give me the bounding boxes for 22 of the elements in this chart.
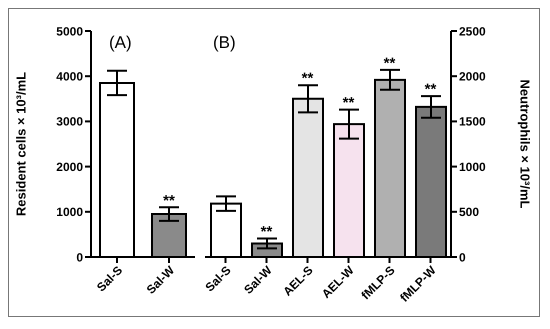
- y-tick-label: 4000: [56, 69, 84, 84]
- y-tick-label: 2000: [459, 69, 486, 84]
- annotation: **: [302, 70, 314, 88]
- y-tick-label: 2500: [459, 24, 486, 38]
- y-tick-label: 2000: [56, 160, 84, 174]
- y-tick-label: 1000: [56, 205, 84, 220]
- y-tick-label: 5000: [56, 24, 84, 38]
- y-tick-label: 0: [76, 250, 84, 264]
- chart-title: (B): [213, 33, 236, 53]
- y-tick-label: 0: [459, 250, 466, 264]
- y-tick-label: 3000: [56, 114, 84, 129]
- y-axis-title: Resident cells × 10³/mL: [14, 72, 29, 216]
- annotation: **: [163, 192, 175, 210]
- annotation: **: [384, 54, 396, 72]
- annotation: **: [342, 94, 354, 112]
- annotation: **: [424, 81, 436, 98]
- y-tick-label: 500: [459, 205, 480, 220]
- annotation: **: [260, 223, 272, 240]
- chart-title: (A): [109, 33, 132, 53]
- y-axis-title: Neutrophils × 10³/mL: [517, 80, 532, 209]
- y-tick-label: 1000: [459, 160, 486, 174]
- y-tick-label: 1500: [459, 114, 486, 129]
